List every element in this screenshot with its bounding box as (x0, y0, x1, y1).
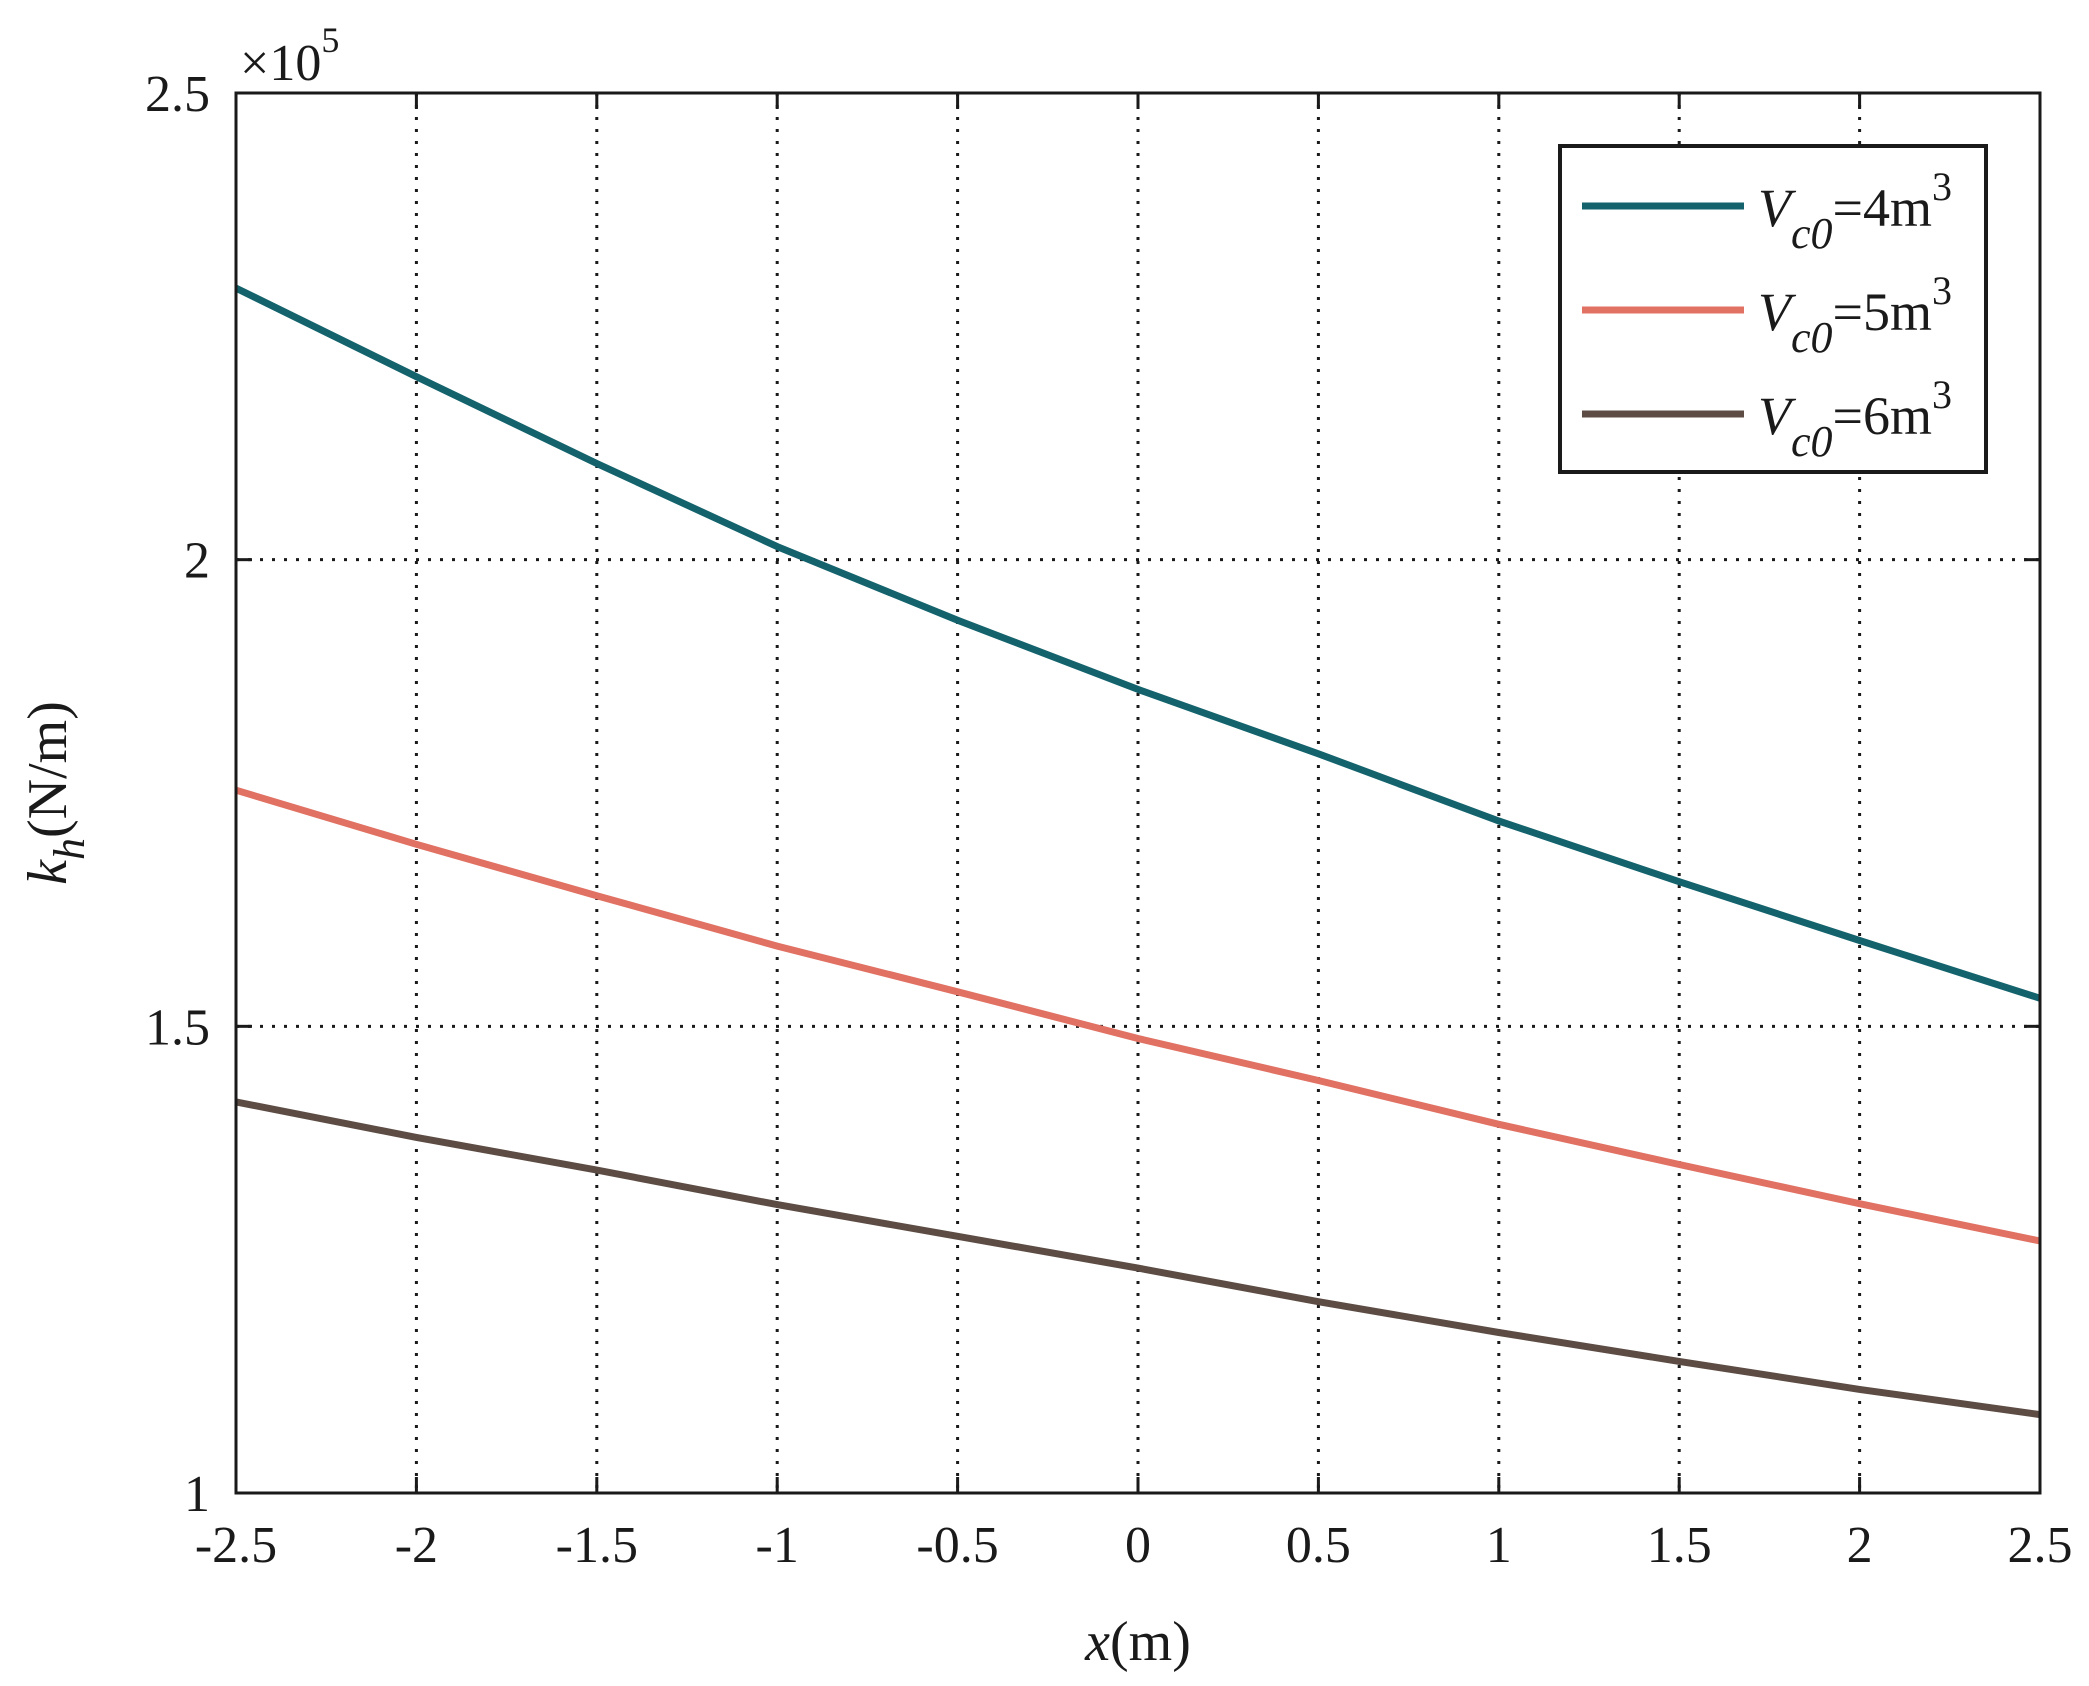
series-line-3 (235, 1098, 2041, 1419)
x-tick-label: -0.5 (916, 1517, 998, 1574)
axis-labels: -2.5 -2 -1.5 -1 -0.5 0 0.5 1 1.5 2 2.5 1 1.5 2 2.5 ×105… (17, 20, 2073, 1673)
series-lines (234, 284, 2042, 1419)
x-tick-label: 2.5 (2008, 1517, 2073, 1574)
legend-superscript: 3 (1932, 372, 1952, 417)
legend-variable: V (1758, 178, 1797, 238)
y-tick-label: 1.5 (145, 999, 210, 1056)
y-axis-subscript: h (45, 838, 94, 860)
x-axis-title: x(m) (1084, 1611, 1191, 1673)
legend-subscript: c0 (1791, 417, 1833, 466)
legend-entry-label: Vc0=5m3 (1758, 268, 1952, 362)
legend-variable: V (1758, 386, 1797, 446)
series-line-1 (234, 284, 2042, 1002)
exponent-power: 5 (321, 20, 339, 60)
x-tick-label: -1.5 (556, 1517, 638, 1574)
legend-variable: V (1758, 282, 1797, 342)
x-axis-unit: (m) (1110, 1611, 1191, 1673)
x-tick-label: 0 (1125, 1517, 1151, 1574)
x-tick-label: 1 (1486, 1517, 1512, 1574)
y-axis-unit: (N/m) (17, 701, 79, 838)
x-tick-label: -1 (756, 1517, 799, 1574)
y-exponent-label: ×105 (240, 20, 339, 92)
exponent-base: ×10 (240, 35, 321, 92)
legend-subscript: c0 (1791, 313, 1833, 362)
y-axis-title: kh(N/m) (17, 701, 94, 885)
x-tick-label: -2 (395, 1517, 438, 1574)
legend-entry-label: Vc0=6m3 (1758, 372, 1952, 466)
legend-value: =5m (1833, 282, 1932, 342)
x-tick-label: -2.5 (195, 1517, 277, 1574)
x-tick-label: 0.5 (1286, 1517, 1351, 1574)
x-axis-variable: x (1084, 1611, 1110, 1673)
y-axis-variable: k (17, 859, 79, 885)
x-tick-label: 2 (1847, 1517, 1873, 1574)
y-tick-label: 2 (184, 533, 210, 590)
legend-entry-label: Vc0=4m3 (1758, 164, 1952, 258)
axis-ticks (234, 91, 2042, 1495)
legend-value: =6m (1833, 386, 1932, 446)
legend-subscript: c0 (1791, 209, 1833, 258)
legend-value: =4m (1833, 178, 1932, 238)
y-tick-label: 2.5 (145, 66, 210, 123)
legend-superscript: 3 (1932, 164, 1952, 209)
legend-superscript: 3 (1932, 268, 1952, 313)
x-tick-label: 1.5 (1647, 1517, 1712, 1574)
grid-lines (236, 93, 2040, 1493)
series-line-2 (234, 786, 2041, 1245)
y-tick-label: 1 (184, 1466, 210, 1523)
